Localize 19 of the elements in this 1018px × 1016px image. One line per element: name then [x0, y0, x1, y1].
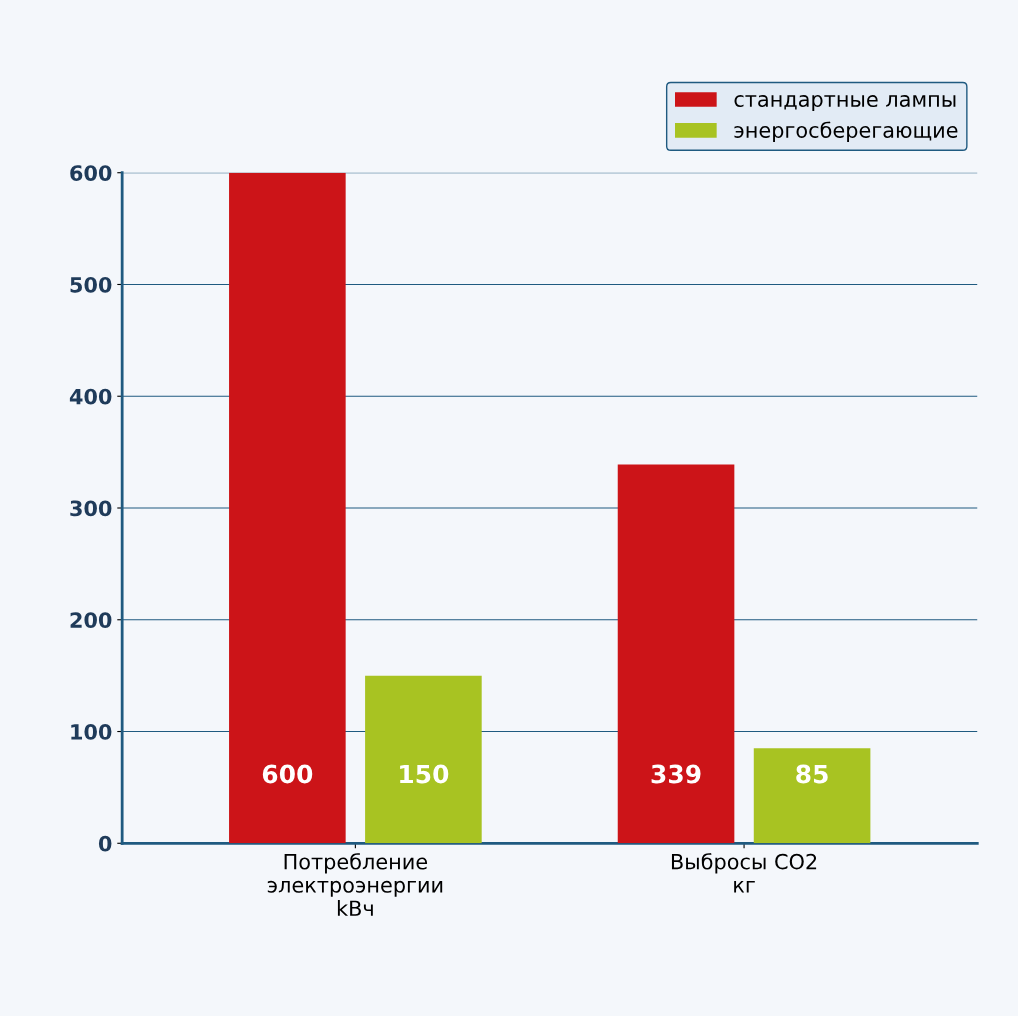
legend-label: стандартные лампы — [734, 95, 956, 112]
y-tick-label: 500 — [70, 276, 112, 293]
legend-label: энергосберегающие — [734, 121, 958, 142]
data-label: 600 — [262, 764, 313, 784]
x-tick-label: Выбросы CO2 кг — [671, 853, 817, 893]
bar — [753, 748, 871, 844]
y-tick-label: 0 — [98, 835, 112, 852]
y-tick-label: 100 — [71, 723, 112, 740]
data-label: 85 — [796, 764, 828, 784]
data-label: 339 — [651, 764, 701, 784]
x-tick-label: Потребление электроэнергии kBч — [267, 853, 443, 916]
y-tick-label: 300 — [70, 500, 112, 517]
data-label: 150 — [400, 764, 449, 784]
y-tick-label: 200 — [70, 612, 112, 628]
bar — [365, 675, 482, 844]
bar — [617, 464, 735, 844]
y-tick-label: 400 — [69, 388, 112, 405]
y-tick-label: 600 — [70, 165, 112, 181]
bar — [229, 172, 346, 844]
